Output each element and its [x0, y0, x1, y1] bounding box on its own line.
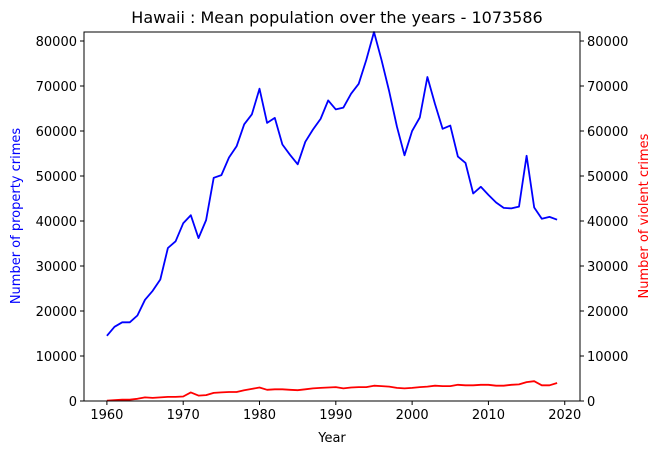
right-y-tick-label: 10000 — [587, 350, 628, 365]
left-y-tick-label: 0 — [69, 395, 77, 410]
right-y-axis-ticks: 0 10000 20000 30000 40000 50000 60000 70000 8000… — [580, 35, 628, 410]
x-tick-label: 2010 — [472, 408, 505, 423]
chart-title: Hawaii : Mean population over the years … — [131, 8, 542, 27]
x-tick-label: 1980 — [243, 408, 276, 423]
x-tick-label: 1990 — [319, 408, 352, 423]
left-y-tick-label: 70000 — [36, 80, 77, 95]
property-crimes-line — [106, 31, 558, 337]
left-y-tick-label: 80000 — [36, 35, 77, 50]
left-y-axis-ticks: 0 10000 20000 30000 40000 50000 60000 70000 8000… — [36, 35, 84, 410]
x-axis-label: Year — [317, 431, 346, 446]
left-y-tick-label: 60000 — [36, 125, 77, 140]
x-tick-label: 1970 — [167, 408, 200, 423]
left-y-tick-label: 10000 — [36, 350, 77, 365]
series-layer — [106, 31, 558, 402]
right-y-axis-label: Number of violent crimes — [637, 133, 652, 298]
left-y-tick-label: 50000 — [36, 170, 77, 185]
left-y-tick-label: 30000 — [36, 260, 77, 275]
x-axis-ticks: 1960 1970 1980 1990 2000 2010 2020 — [90, 401, 581, 423]
right-y-tick-label: 80000 — [587, 35, 628, 50]
right-y-tick-label: 20000 — [587, 305, 628, 320]
right-y-tick-label: 50000 — [587, 170, 628, 185]
violent-crimes-line — [106, 380, 558, 402]
x-tick-label: 1960 — [90, 408, 123, 423]
left-y-tick-label: 40000 — [36, 215, 77, 230]
right-y-tick-label: 60000 — [587, 125, 628, 140]
left-y-tick-label: 20000 — [36, 305, 77, 320]
right-y-tick-label: 0 — [587, 395, 595, 410]
right-y-tick-label: 40000 — [587, 215, 628, 230]
plot-frame — [83, 31, 581, 402]
x-tick-label: 2000 — [396, 408, 429, 423]
x-tick-label: 2020 — [548, 408, 581, 423]
right-y-tick-label: 70000 — [587, 80, 628, 95]
left-y-axis-label: Number of property crimes — [9, 128, 24, 305]
right-y-tick-label: 30000 — [587, 260, 628, 275]
